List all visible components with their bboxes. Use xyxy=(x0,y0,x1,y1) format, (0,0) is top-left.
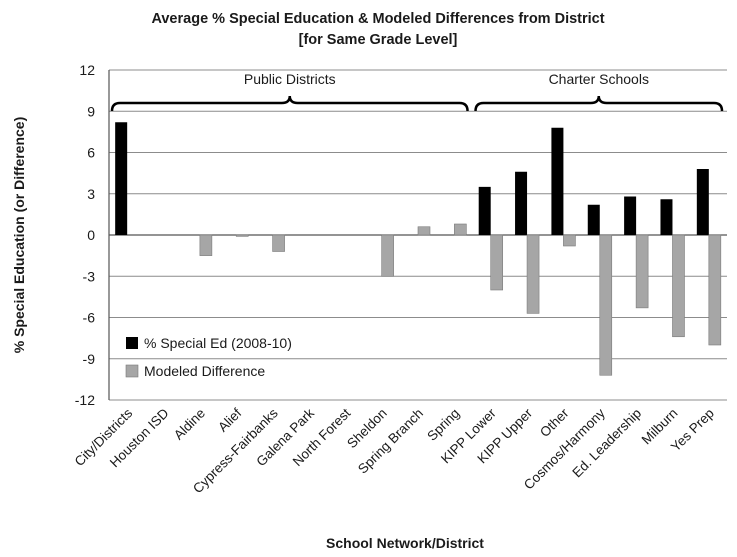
bar-modeled-difference xyxy=(199,234,213,256)
x-tick-label: Spring Branch xyxy=(355,406,426,477)
x-tick-label: Alief xyxy=(215,405,244,434)
bar-modeled-difference xyxy=(490,234,504,291)
bar-modeled-difference xyxy=(708,234,722,346)
bar-modeled-difference xyxy=(417,226,431,236)
bar-special-ed xyxy=(551,127,564,235)
bar-special-ed xyxy=(515,171,528,235)
y-tick-label: -6 xyxy=(83,310,96,326)
group-label: Charter Schools xyxy=(549,71,649,87)
group-bracket xyxy=(110,95,469,112)
y-tick-label: -9 xyxy=(83,351,96,367)
x-axis-title: School Network/District xyxy=(326,535,484,551)
bar-modeled-difference xyxy=(381,234,394,277)
y-tick-label: -12 xyxy=(75,392,95,408)
y-tick-label: 0 xyxy=(87,227,95,243)
group-label: Public Districts xyxy=(244,71,336,87)
legend-label-modeled-difference: Modeled Difference xyxy=(144,363,265,379)
legend-swatch-modeled-difference xyxy=(125,364,139,378)
bar-modeled-difference xyxy=(599,234,613,376)
bar-modeled-difference xyxy=(635,234,649,309)
bar-modeled-difference xyxy=(563,234,576,247)
y-tick-label: -3 xyxy=(83,268,96,284)
y-tick-label: 3 xyxy=(87,186,95,202)
bar-special-ed xyxy=(660,199,673,235)
bar-special-ed xyxy=(624,196,637,235)
chart-title-line-1: Average % Special Education & Modeled Di… xyxy=(151,11,604,27)
chart-title-line-2: [for Same Grade Level] xyxy=(299,32,458,48)
bar-modeled-difference xyxy=(454,223,467,236)
y-tick-label: 9 xyxy=(87,103,95,119)
bar-modeled-difference xyxy=(235,234,249,237)
legend-label-special-ed: % Special Ed (2008-10) xyxy=(144,335,292,351)
bar-special-ed xyxy=(115,122,128,235)
group-bracket xyxy=(474,95,724,112)
y-axis-title: % Special Education (or Difference) xyxy=(11,117,27,354)
bar-special-ed xyxy=(696,169,709,235)
bar-special-ed xyxy=(478,186,491,235)
x-tick-label: Aldine xyxy=(171,406,208,443)
bar-modeled-difference xyxy=(526,234,540,314)
legend-swatch-special-ed xyxy=(126,337,138,349)
bar-modeled-difference xyxy=(672,234,685,338)
y-tick-label: 6 xyxy=(87,145,95,161)
bar-modeled-difference xyxy=(272,234,285,252)
y-tick-label: 12 xyxy=(79,62,95,78)
bar-special-ed xyxy=(587,204,600,235)
